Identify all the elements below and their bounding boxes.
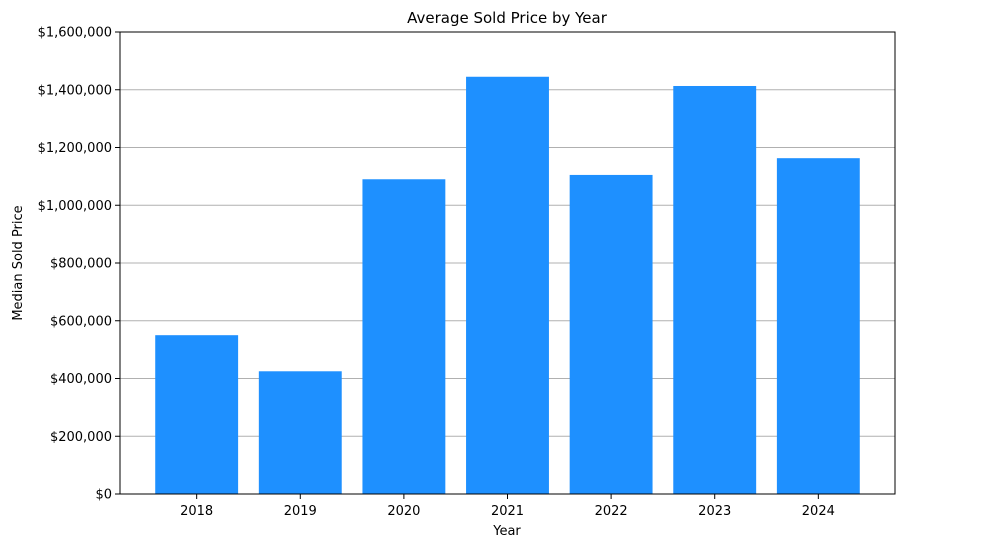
bar-2019 xyxy=(258,371,342,494)
y-axis-label: Median Sold Price xyxy=(11,205,26,320)
bar-2024 xyxy=(776,158,860,494)
y-tick-label: $1,000,000 xyxy=(38,199,112,214)
x-tick-label-2022: 2022 xyxy=(595,504,628,519)
x-tick-label-2021: 2021 xyxy=(491,504,524,519)
y-tick-label: $1,400,000 xyxy=(38,83,112,98)
x-tick-label-2023: 2023 xyxy=(698,504,731,519)
x-tick-label-2018: 2018 xyxy=(180,504,213,519)
bar-2023 xyxy=(673,85,757,494)
x-axis: 2018 2019 2020 2021 2022 2023 2024 xyxy=(180,494,835,519)
y-tick-label: $0 xyxy=(95,488,112,503)
x-tick-label-2020: 2020 xyxy=(387,504,420,519)
y-tick-label: $400,000 xyxy=(50,372,112,387)
y-tick-label: $1,600,000 xyxy=(38,26,112,41)
x-tick-label-2024: 2024 xyxy=(802,504,835,519)
bar-2020 xyxy=(362,179,446,494)
y-axis: $0 $200,000 $400,000 $600,000 $800,000 $1,000… xyxy=(38,26,120,503)
bar-2018 xyxy=(155,335,239,494)
y-tick-label: $800,000 xyxy=(50,257,112,272)
y-tick-label: $1,200,000 xyxy=(38,141,112,156)
y-tick-label: $200,000 xyxy=(50,430,112,445)
plot-frame xyxy=(119,31,896,495)
bar-2021 xyxy=(466,76,549,494)
bar-2022 xyxy=(569,174,653,494)
bars xyxy=(155,76,860,494)
x-tick-label-2019: 2019 xyxy=(284,504,317,519)
x-axis-label: Year xyxy=(492,524,521,539)
chart-title: Average Sold Price by Year xyxy=(407,9,608,27)
y-tick-label: $600,000 xyxy=(50,314,112,329)
